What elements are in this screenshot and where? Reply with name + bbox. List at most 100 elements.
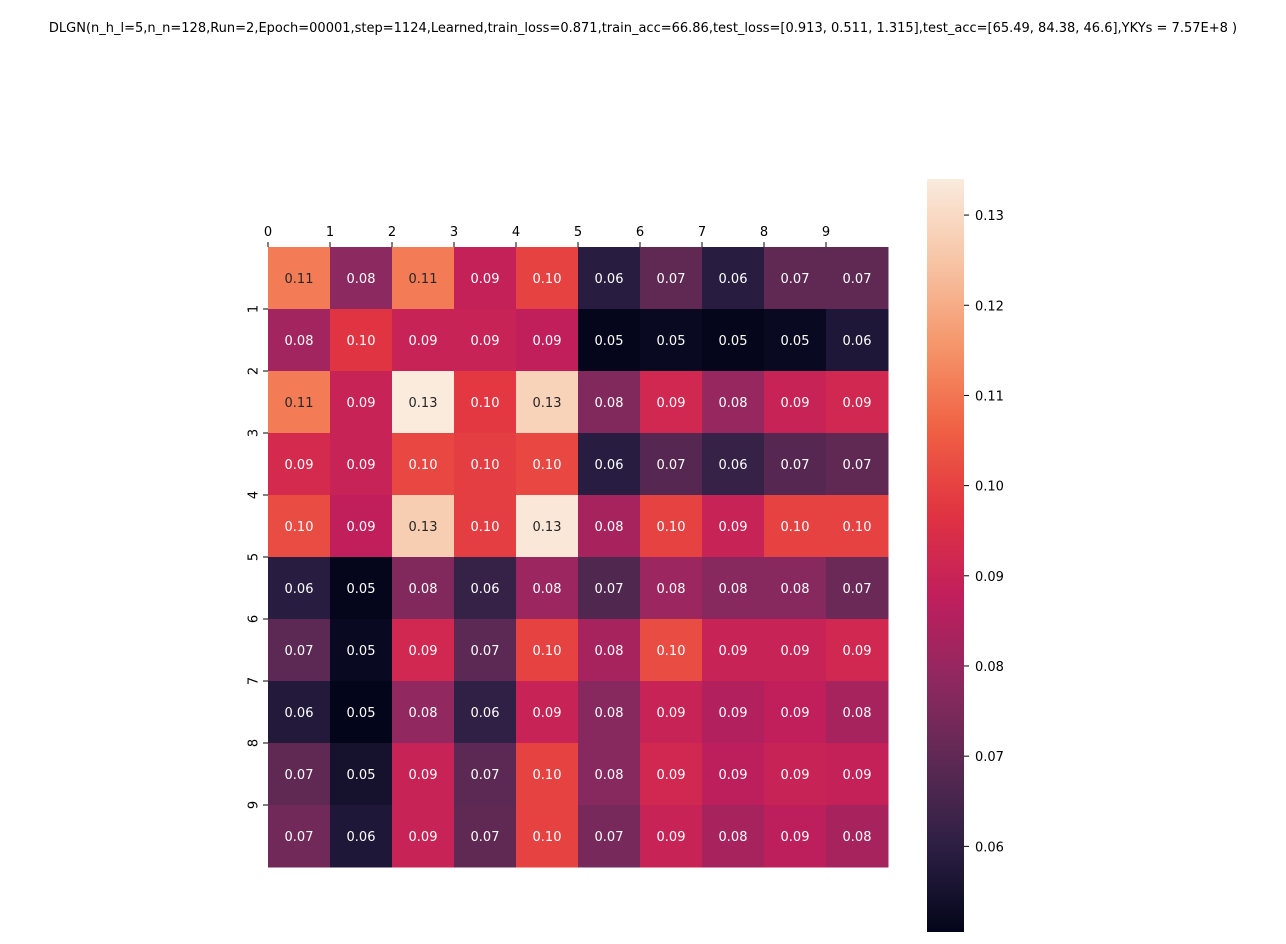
cell-annotation: 0.08 xyxy=(843,830,872,845)
heatmap-cell xyxy=(516,495,579,558)
cell-annotation: 0.07 xyxy=(595,830,624,845)
heatmap-cell xyxy=(764,309,827,372)
cell-annotation: 0.10 xyxy=(471,458,500,473)
cell-annotation: 0.08 xyxy=(719,582,748,597)
heatmap-cell xyxy=(330,557,393,620)
colorbar-gradient xyxy=(927,179,964,932)
y-tick-label: 8 xyxy=(247,739,262,747)
heatmap-cell xyxy=(268,495,331,558)
heatmap-cell xyxy=(516,433,579,496)
heatmap-cell xyxy=(640,681,703,744)
heatmap-cell xyxy=(578,681,641,744)
cell-annotation: 0.11 xyxy=(409,272,438,287)
cell-annotation: 0.13 xyxy=(533,396,562,411)
heatmap-cell xyxy=(330,495,393,558)
cell-annotation: 0.09 xyxy=(843,644,872,659)
cell-annotation: 0.08 xyxy=(595,644,624,659)
heatmap-cell xyxy=(330,309,393,372)
heatmap-cell xyxy=(454,743,517,806)
heatmap-cell xyxy=(516,247,579,310)
cell-annotation: 0.05 xyxy=(347,706,376,721)
cell-annotation: 0.06 xyxy=(843,334,872,349)
heatmap-cell xyxy=(826,619,889,682)
cell-annotation: 0.09 xyxy=(781,706,810,721)
x-tick-label: 7 xyxy=(698,225,706,240)
x-tick-label: 3 xyxy=(450,225,458,240)
heatmap-cell xyxy=(516,371,579,434)
heatmap-cell xyxy=(640,433,703,496)
cell-annotation: 0.09 xyxy=(657,396,686,411)
cell-annotation: 0.09 xyxy=(781,830,810,845)
cell-annotation: 0.06 xyxy=(285,582,314,597)
cell-annotation: 0.10 xyxy=(533,272,562,287)
cell-annotation: 0.07 xyxy=(843,582,872,597)
heatmap-cell xyxy=(454,433,517,496)
cell-annotation: 0.09 xyxy=(285,458,314,473)
heatmap-cell xyxy=(826,495,889,558)
heatmap-cell xyxy=(764,247,827,310)
heatmap-cell xyxy=(516,619,579,682)
heatmap-cell xyxy=(268,805,331,868)
heatmap-cell xyxy=(702,309,765,372)
cell-annotation: 0.06 xyxy=(471,706,500,721)
cell-annotation: 0.09 xyxy=(719,768,748,783)
heatmap-cell xyxy=(702,371,765,434)
cell-annotation: 0.09 xyxy=(657,706,686,721)
heatmap-cell xyxy=(578,309,641,372)
chart-title: DLGN(n_h_l=5,n_n=128,Run=2,Epoch=00001,s… xyxy=(48,21,1238,36)
heatmap-cell xyxy=(640,805,703,868)
cell-annotation: 0.08 xyxy=(595,768,624,783)
heatmap-cell xyxy=(330,805,393,868)
heatmap-cell xyxy=(702,247,765,310)
cell-annotation: 0.10 xyxy=(533,458,562,473)
y-tick-label: 4 xyxy=(247,491,262,499)
heatmap-cell xyxy=(702,557,765,620)
cell-annotation: 0.07 xyxy=(657,272,686,287)
heatmap-cell xyxy=(268,247,331,310)
y-tick-label: 2 xyxy=(247,367,262,375)
cell-annotation: 0.09 xyxy=(843,396,872,411)
heatmap-cell xyxy=(764,557,827,620)
cell-annotation: 0.07 xyxy=(471,644,500,659)
heatmap-cell xyxy=(392,805,455,868)
heatmap-cell xyxy=(826,557,889,620)
heatmap-cell xyxy=(454,247,517,310)
heatmap-cell xyxy=(640,495,703,558)
cell-annotation: 0.08 xyxy=(285,334,314,349)
y-tick-label: 9 xyxy=(247,801,262,809)
cell-annotation: 0.08 xyxy=(595,706,624,721)
colorbar-tick-label: 0.10 xyxy=(975,480,1004,495)
x-tick-label: 1 xyxy=(326,225,334,240)
cell-annotation: 0.06 xyxy=(595,458,624,473)
cell-annotation: 0.09 xyxy=(347,458,376,473)
heatmap-cell xyxy=(330,433,393,496)
x-tick-label: 6 xyxy=(636,225,644,240)
x-tick-label: 5 xyxy=(574,225,582,240)
heatmap-cell xyxy=(516,743,579,806)
cell-annotation: 0.13 xyxy=(533,520,562,535)
cell-annotation: 0.08 xyxy=(719,830,748,845)
cell-annotation: 0.09 xyxy=(533,706,562,721)
cell-annotation: 0.09 xyxy=(781,644,810,659)
heatmap-cell xyxy=(454,557,517,620)
heatmap-cell xyxy=(268,433,331,496)
heatmap-cell xyxy=(454,309,517,372)
heatmap-cell xyxy=(392,247,455,310)
cell-annotation: 0.09 xyxy=(657,830,686,845)
cell-annotation: 0.09 xyxy=(533,334,562,349)
cell-annotation: 0.09 xyxy=(409,334,438,349)
cell-annotation: 0.07 xyxy=(843,458,872,473)
heatmap-cell xyxy=(702,495,765,558)
colorbar: 0.06 0.07 0.08 0.09 0.10 0.11 0.12 0.13 xyxy=(927,179,1004,932)
colorbar-tick-label: 0.08 xyxy=(975,660,1004,675)
heatmap-cell xyxy=(826,743,889,806)
y-tick-label: 7 xyxy=(247,677,262,685)
cell-annotation: 0.09 xyxy=(781,768,810,783)
x-tick-label: 8 xyxy=(760,225,768,240)
cell-annotation: 0.10 xyxy=(533,644,562,659)
cell-annotation: 0.06 xyxy=(285,706,314,721)
heatmap-cell xyxy=(702,433,765,496)
heatmap-cell xyxy=(330,371,393,434)
heatmap-cell xyxy=(392,433,455,496)
